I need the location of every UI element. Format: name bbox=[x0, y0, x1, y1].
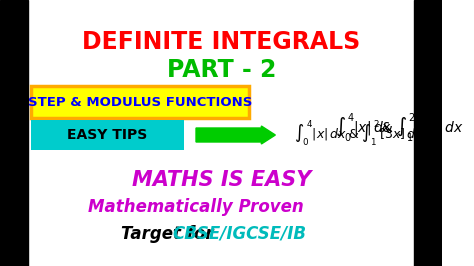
Text: DEFINITE INTEGRALS: DEFINITE INTEGRALS bbox=[82, 30, 360, 54]
Text: $\int_0^4 |x|\,dx$: $\int_0^4 |x|\,dx$ bbox=[336, 111, 392, 144]
FancyArrow shape bbox=[196, 126, 275, 144]
Text: CBSE/IGCSE/IB: CBSE/IGCSE/IB bbox=[173, 225, 307, 243]
FancyBboxPatch shape bbox=[31, 120, 184, 150]
Text: PART - 2: PART - 2 bbox=[166, 58, 276, 82]
Text: MATHS IS EASY: MATHS IS EASY bbox=[131, 170, 311, 190]
Text: $\int_0^{\,4} |x|\,dx\;$&$\;\int_1^{\,2} [3x]\,dx$: $\int_0^{\,4} |x|\,dx\;$&$\;\int_1^{\,2}… bbox=[294, 118, 424, 148]
Text: Target for: Target for bbox=[121, 225, 220, 243]
Bar bbox=[0, 0, 28, 266]
Bar bbox=[414, 0, 442, 266]
Text: & $\int_1^2 [3x]\,dx$: & $\int_1^2 [3x]\,dx$ bbox=[381, 111, 464, 144]
Text: STEP & MODULUS FUNCTIONS: STEP & MODULUS FUNCTIONS bbox=[28, 95, 252, 109]
FancyBboxPatch shape bbox=[31, 86, 249, 118]
Text: EASY TIPS: EASY TIPS bbox=[67, 128, 147, 142]
Text: Mathematically Proven: Mathematically Proven bbox=[88, 198, 304, 216]
